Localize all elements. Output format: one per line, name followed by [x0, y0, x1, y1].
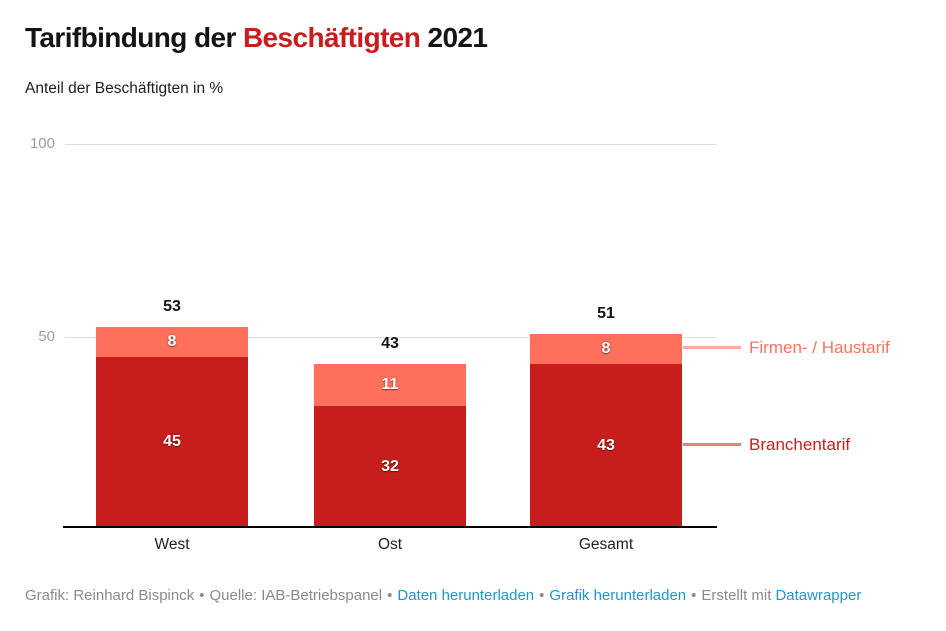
legend-label-branchentarif: Branchentarif	[749, 435, 851, 454]
footer-separator: •	[539, 587, 545, 604]
y-axis-tick-50: 50	[38, 328, 55, 345]
bar-total-label-gesamt: 51	[597, 305, 615, 322]
bar-segment-ost-firmen-haustarif: 11	[314, 364, 466, 406]
title-prefix: Tarifbindung der	[25, 22, 243, 53]
segment-value-label: 32	[381, 457, 399, 475]
footer-created-with: Erstellt mit	[701, 587, 772, 604]
page-title: Tarifbindung der Beschäftigten 2021	[25, 22, 488, 54]
bar-total-label-ost: 43	[381, 335, 399, 352]
footer-source: Quelle: IAB-Betriebspanel	[209, 587, 383, 604]
footer-separator: •	[691, 587, 697, 604]
segment-value-label: 8	[167, 333, 177, 350]
bar-total-label-west: 53	[163, 298, 181, 315]
legend-label-firmen-haustarif: Firmen- / Haustarif	[749, 338, 890, 357]
gridline-100	[65, 144, 717, 145]
bar-segment-gesamt-branchentarif: 43	[530, 364, 682, 527]
footer-separator: •	[387, 587, 393, 604]
title-highlight: Beschäftigten	[242, 22, 421, 53]
download-data-link[interactable]: Daten herunterladen	[397, 587, 535, 604]
x-axis-line	[63, 526, 717, 528]
category-label-west: West	[154, 536, 190, 553]
gridline-50	[65, 337, 717, 338]
y-axis-tick-100: 100	[29, 135, 55, 152]
segment-value-label: 43	[597, 436, 615, 454]
download-graphic-link[interactable]: Grafik herunterladen	[549, 587, 687, 604]
footer-credit: Grafik: Reinhard Bispinck	[25, 587, 195, 604]
legend-connector-firmen-haustarif	[683, 346, 741, 349]
legend-connector-branchentarif	[683, 443, 741, 446]
footer: Grafik: Reinhard Bispinck • Quelle: IAB-Be…	[25, 587, 935, 604]
segment-value-label: 8	[601, 340, 611, 357]
bar-segment-west-firmen-haustarif: 8	[96, 327, 248, 357]
title-suffix: 2021	[420, 22, 488, 53]
segment-value-label: 11	[381, 376, 399, 393]
bar-segment-gesamt-firmen-haustarif: 8	[530, 334, 682, 364]
bar-segment-west-branchentarif: 45	[96, 357, 248, 527]
category-label-gesamt: Gesamt	[578, 536, 634, 553]
bar-segment-ost-branchentarif: 32	[314, 406, 466, 527]
segment-value-label: 45	[163, 433, 181, 450]
category-label-ost: Ost	[377, 536, 403, 553]
footer-separator: •	[199, 587, 205, 604]
chart-subtitle: Anteil der Beschäftigten in %	[25, 80, 224, 97]
datawrapper-link[interactable]: Datawrapper	[775, 587, 862, 604]
